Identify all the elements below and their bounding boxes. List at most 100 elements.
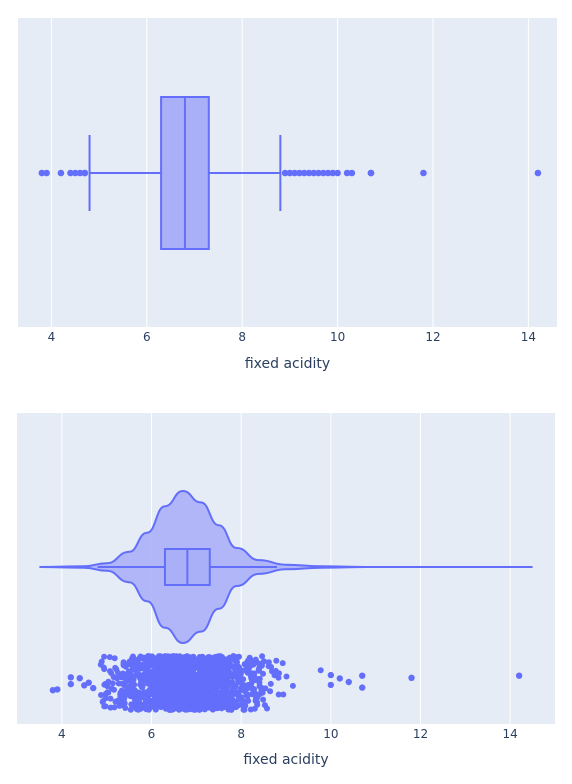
data-point [205,693,212,700]
data-point [203,698,210,705]
data-point [124,685,131,692]
data-point [216,676,223,682]
outlier-point [67,169,74,177]
data-point [273,657,280,664]
data-point [230,684,237,691]
data-point [106,654,113,661]
data-point [198,668,205,675]
outlier-point [310,169,318,177]
outlier-point [76,675,83,682]
data-point [163,680,170,686]
data-point [184,665,191,672]
data-point [240,676,246,683]
data-point [195,706,202,713]
data-point [252,656,259,663]
data-point [147,669,154,676]
data-point [116,702,123,709]
data-point [261,702,268,709]
outlier-point [286,169,294,177]
data-point [280,691,287,698]
data-point [267,680,274,687]
x-tick-label: 10 [323,727,338,741]
outlier-point [76,169,84,177]
violin-points [49,653,523,713]
data-point [228,705,235,712]
data-point [137,675,144,682]
x-tick-label: 10 [330,330,345,344]
data-point [170,697,177,704]
x-tick-label: 4 [48,330,56,344]
data-point [208,655,215,662]
outlier-point [54,686,61,693]
data-point [262,685,269,692]
outlier-point [420,169,427,177]
data-point [108,670,115,677]
data-point [163,686,170,693]
outlier-point [71,169,79,177]
data-point [143,697,150,704]
data-point [128,701,135,708]
data-point [179,664,186,670]
data-point [191,687,198,694]
data-point [98,692,104,698]
data-point [138,680,145,687]
data-point [213,688,220,695]
data-point [101,653,108,660]
data-point [104,689,111,696]
data-point [163,668,170,674]
x-axis-title: fixed acidity [245,356,330,372]
data-point [199,657,206,664]
data-point [152,673,158,680]
data-point [241,698,247,705]
data-point [220,665,226,672]
data-point [235,696,242,703]
data-point [145,654,152,661]
data-point [120,688,127,695]
x-tick-label: 8 [237,727,245,741]
outlier-point [329,169,337,177]
outlier-point [359,684,366,691]
data-point [135,706,142,713]
data-point [137,653,144,660]
outlier-point [67,680,75,688]
data-point [265,659,272,666]
data-point [251,705,258,712]
outlier-point [324,169,332,177]
data-point [169,670,176,677]
data-point [254,699,260,706]
x-tick-label: 4 [58,727,66,741]
data-point [121,700,128,707]
data-point [173,703,180,710]
data-point [260,659,267,666]
data-point [149,682,156,688]
data-point [233,654,240,661]
data-point [117,693,124,700]
outlier-point [315,169,322,177]
x-tick-label: 12 [413,727,428,741]
data-point [260,696,267,703]
data-point [223,656,230,663]
data-point [317,667,324,674]
data-point [176,653,183,660]
data-point [130,663,137,670]
data-point [172,665,179,672]
data-point [190,667,196,673]
data-point [173,674,180,681]
data-point [161,658,167,665]
data-point [279,660,286,667]
data-point [159,700,166,707]
data-point [289,682,296,689]
data-point [244,684,251,691]
outlier-point [327,671,335,679]
data-point [152,706,159,713]
outlier-point [67,674,75,681]
data-point [267,688,274,695]
data-point [245,657,252,664]
data-point [218,700,225,707]
x-tick-label: 6 [143,330,151,344]
x-tick-label: 14 [521,330,536,344]
data-point [130,673,137,680]
data-point [100,664,107,671]
outlier-point [43,169,50,177]
outlier-point [85,679,92,686]
